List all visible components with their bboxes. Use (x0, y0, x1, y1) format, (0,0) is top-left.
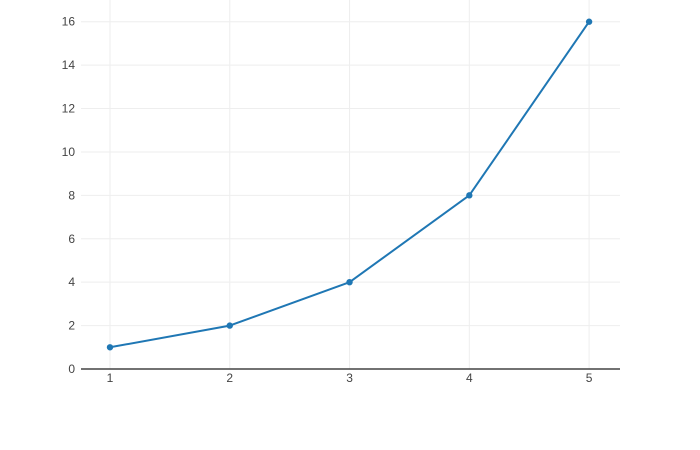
y-tick-label: 4 (68, 275, 75, 289)
x-tick-label: 1 (107, 371, 114, 385)
data-point-marker[interactable] (585, 18, 593, 25)
y-tick-label: 2 (68, 319, 75, 333)
data-point-marker[interactable] (106, 344, 114, 351)
x-tick-label: 4 (466, 371, 473, 385)
x-tick-label: 2 (226, 371, 233, 385)
y-tick-label: 8 (68, 188, 75, 202)
y-tick-label: 14 (62, 58, 76, 72)
data-point-marker[interactable] (226, 322, 233, 329)
x-tick-label: 5 (586, 371, 593, 385)
y-tick-label: 10 (62, 145, 76, 159)
x-tick-label: 3 (346, 371, 353, 385)
y-tick-label: 12 (62, 102, 76, 116)
y-tick-label: 6 (68, 232, 75, 246)
data-point-marker[interactable] (346, 278, 353, 286)
y-tick-label: 16 (62, 15, 76, 29)
y-tick-label: 0 (68, 362, 75, 376)
data-point-marker[interactable] (466, 192, 473, 199)
